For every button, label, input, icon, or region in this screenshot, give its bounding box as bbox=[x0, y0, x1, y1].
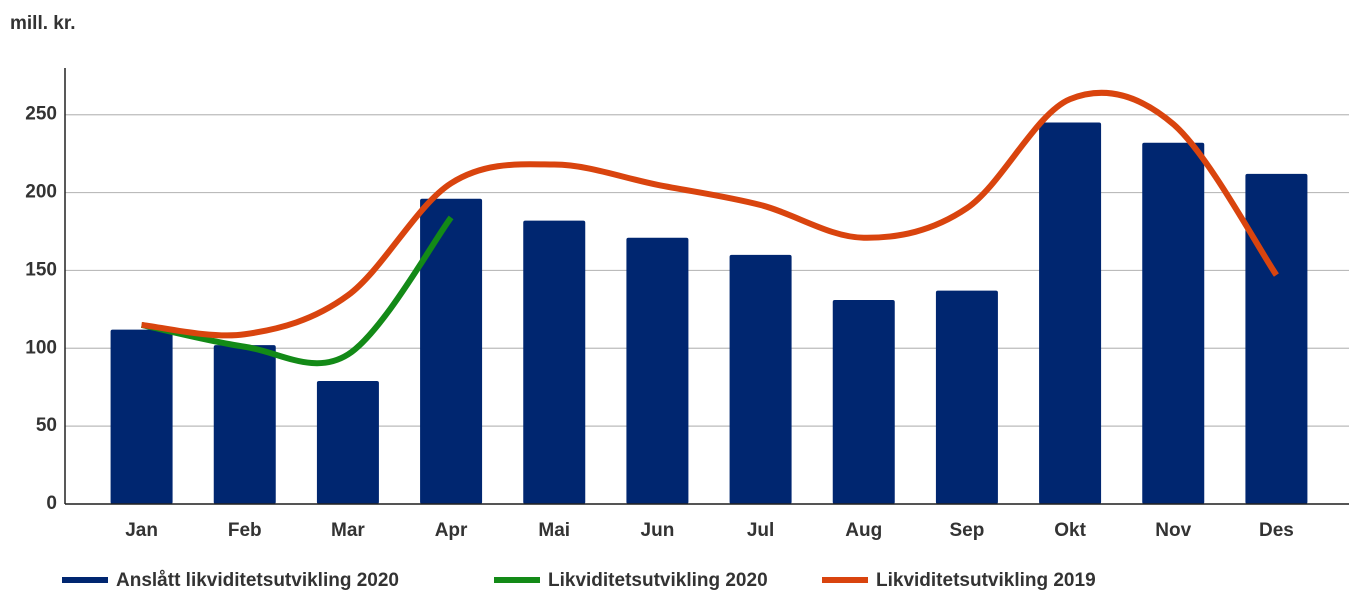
bar bbox=[110, 329, 173, 504]
line bbox=[140, 215, 454, 367]
bar bbox=[1245, 173, 1308, 504]
bar bbox=[316, 380, 379, 504]
bar bbox=[420, 198, 483, 505]
x-tick-label: Jun bbox=[641, 520, 675, 541]
x-tick-label: Jul bbox=[747, 520, 774, 541]
x-tick-label: Des bbox=[1259, 520, 1294, 541]
y-tick-label: 200 bbox=[25, 182, 57, 203]
bar bbox=[626, 237, 689, 504]
bar bbox=[935, 290, 998, 504]
y-tick-label: 250 bbox=[25, 104, 57, 125]
x-tick-label: Feb bbox=[228, 520, 262, 541]
bar bbox=[729, 254, 792, 504]
bar bbox=[1142, 142, 1205, 504]
bar bbox=[213, 345, 276, 504]
line bbox=[141, 89, 1279, 339]
y-tick-label: 150 bbox=[25, 259, 57, 280]
x-tick-label: Okt bbox=[1054, 520, 1086, 541]
x-tick-label: Mar bbox=[331, 520, 365, 541]
x-tick-label: Jan bbox=[125, 520, 158, 541]
bar bbox=[1039, 122, 1102, 504]
bar bbox=[832, 300, 895, 504]
x-tick-label: Mai bbox=[538, 520, 570, 541]
x-tick-label: Sep bbox=[949, 520, 984, 541]
legend-label: Anslått likviditetsutvikling 2020 bbox=[116, 570, 399, 591]
x-tick-label: Apr bbox=[435, 520, 468, 541]
y-tick-label: 0 bbox=[46, 493, 57, 514]
y-axis-unit: mill. kr. bbox=[10, 13, 75, 34]
y-tick-label: 100 bbox=[25, 337, 57, 358]
legend-label: Likviditetsutvikling 2020 bbox=[548, 570, 768, 591]
bar bbox=[523, 220, 586, 504]
x-tick-label: Aug bbox=[845, 520, 882, 541]
legend-label: Likviditetsutvikling 2019 bbox=[876, 570, 1096, 591]
y-tick-label: 50 bbox=[36, 415, 57, 436]
x-tick-label: Nov bbox=[1155, 520, 1191, 541]
